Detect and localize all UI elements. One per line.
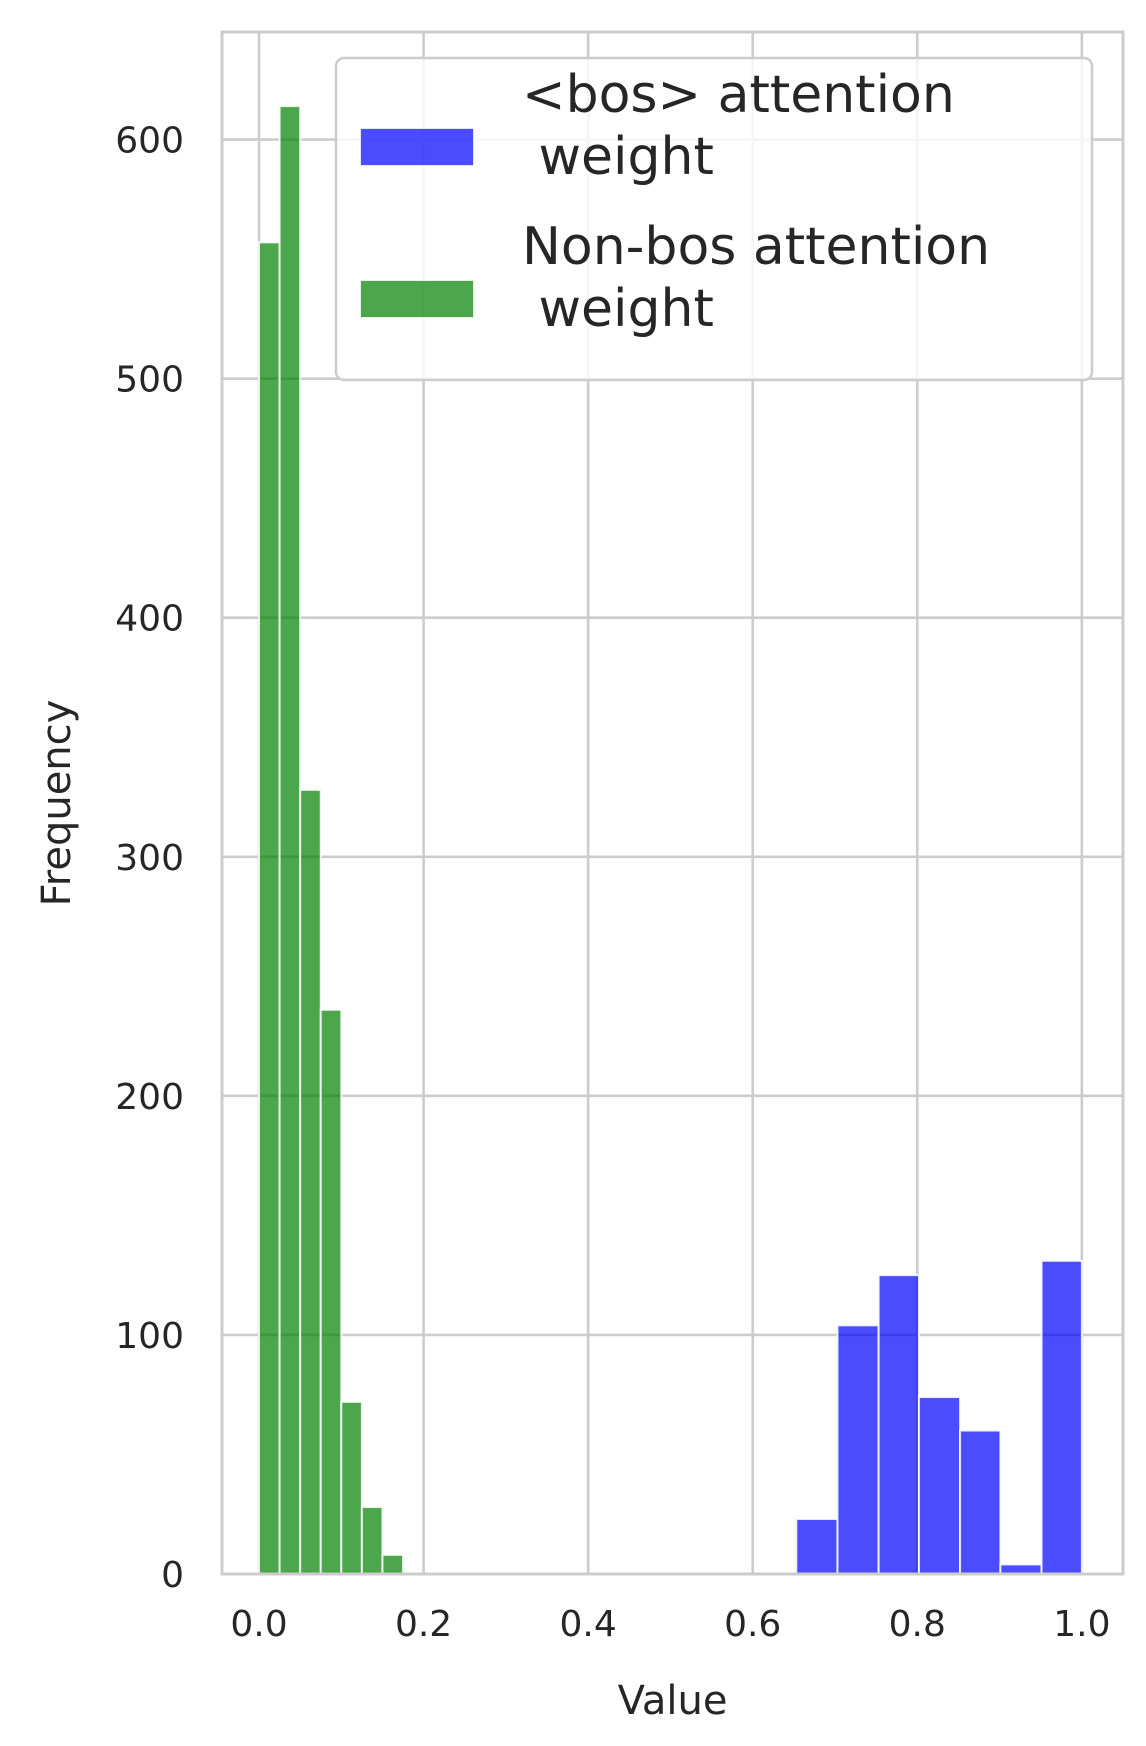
legend-swatch-1: [359, 279, 475, 319]
y-tick-label-2: 200: [115, 1077, 184, 1118]
plot-frame: [220, 30, 1125, 1576]
bar-series0-bin6: [1040, 1259, 1083, 1575]
bar-series1-bin0: [258, 241, 281, 1576]
bar-series1-bin2: [299, 788, 322, 1575]
legend-frame: [334, 56, 1094, 382]
legend-label-0-line0: <bos> attention: [522, 65, 955, 125]
y-tick-label-4: 400: [115, 599, 184, 640]
bar-series0-bin1: [836, 1324, 880, 1575]
y-tick-label-1: 100: [115, 1316, 184, 1357]
bar-series1-bin5: [360, 1506, 384, 1575]
bar-series1-bin3: [319, 1008, 343, 1575]
bar-series1-bin1: [278, 105, 302, 1576]
x-tick-label-1: 0.2: [395, 1604, 452, 1645]
legend-label-0-line1: weight: [522, 127, 714, 187]
x-axis-label: Value: [618, 1678, 728, 1724]
bar-series0-bin3: [917, 1396, 962, 1575]
y-tick-label-3: 300: [115, 838, 184, 879]
legend-swatch-0: [359, 127, 475, 167]
x-tick-labels: 0.0 0.2 0.4 0.6 0.8 1.0: [230, 1604, 1110, 1645]
y-tick-label-5: 500: [115, 360, 184, 401]
y-tick-label-6: 600: [115, 121, 184, 162]
bar-series1-bin6: [381, 1553, 405, 1575]
bar-series0-bin4: [959, 1429, 1002, 1575]
x-tick-label-2: 0.4: [560, 1604, 617, 1645]
histogram-bars: [258, 105, 1083, 1576]
legend-label-1-line0: Non-bos attention: [522, 217, 990, 277]
legend-label-1-line1: weight: [522, 279, 714, 339]
bar-series1-bin4: [340, 1400, 363, 1575]
bar-series0-bin2: [877, 1274, 920, 1576]
y-tick-labels: 0 100 200 300 400 500 600: [115, 121, 184, 1596]
bar-series0-bin0: [795, 1518, 839, 1575]
x-tick-label-5: 1.0: [1053, 1604, 1110, 1645]
x-tick-label-3: 0.6: [724, 1604, 781, 1645]
x-tick-label-0: 0.0: [230, 1604, 287, 1645]
y-tick-label-0: 0: [161, 1555, 184, 1596]
y-axis-label: Frequency: [34, 700, 80, 907]
x-tick-label-4: 0.8: [889, 1604, 946, 1645]
